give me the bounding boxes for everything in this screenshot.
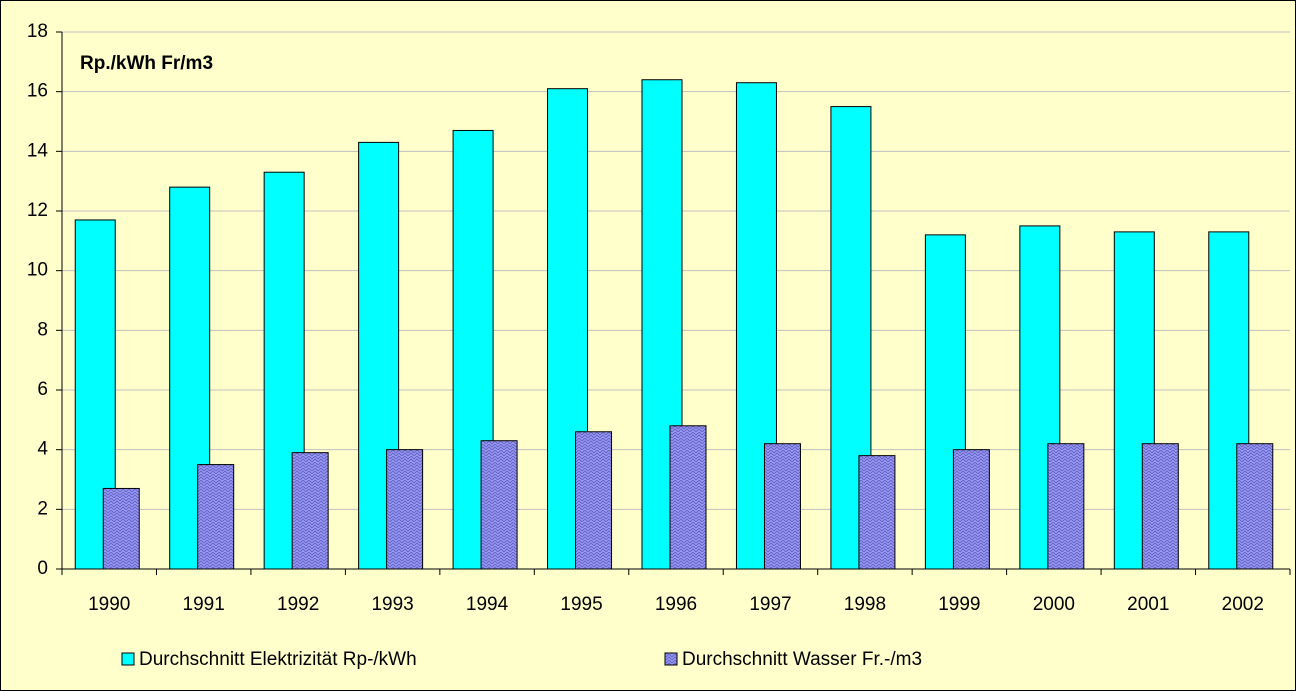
x-tick-label: 1991	[183, 594, 225, 615]
bar	[480, 440, 518, 570]
x-tick-label: 2002	[1222, 594, 1264, 615]
x-tick-label: 1992	[277, 594, 319, 615]
bar	[763, 443, 801, 570]
y-tick-label: 6	[37, 379, 48, 400]
y-tick-label: 4	[37, 439, 48, 460]
x-tick-label: 2000	[1033, 594, 1075, 615]
legend-label: Durchschnitt Elektrizität Rp-/kWh	[139, 649, 417, 670]
bar	[386, 449, 424, 570]
x-tick-label: 2001	[1127, 594, 1169, 615]
x-tick-label: 1996	[655, 594, 697, 615]
y-tick-label: 0	[37, 558, 48, 579]
legend-swatch	[664, 652, 678, 666]
x-tick-label: 1994	[466, 594, 509, 615]
bar	[952, 449, 990, 570]
bar	[197, 464, 235, 570]
y-tick-label: 14	[27, 140, 49, 161]
x-tick-label: 1999	[938, 594, 980, 615]
y-tick-label: 12	[27, 200, 48, 221]
bar	[735, 82, 777, 570]
bar	[1141, 443, 1179, 570]
y-tick-label: 16	[27, 81, 48, 102]
x-tick-label: 1993	[371, 594, 413, 615]
legend-label: Durchschnitt Wasser Fr.-/m3	[682, 649, 922, 670]
bar	[1236, 443, 1274, 570]
bar	[1047, 443, 1085, 570]
y-tick-label: 8	[37, 319, 48, 340]
bar	[102, 487, 140, 570]
bar	[291, 452, 329, 570]
bar	[575, 431, 613, 570]
legend-swatch	[121, 652, 135, 666]
x-tick-label: 1998	[844, 594, 886, 615]
bar	[669, 425, 707, 570]
x-tick-label: 1997	[749, 594, 791, 615]
y-tick-label: 18	[27, 21, 48, 42]
annotation: Rp./kWh Fr/m3	[80, 53, 213, 74]
x-tick-label: 1990	[88, 594, 130, 615]
x-tick-label: 1995	[560, 594, 602, 615]
bar	[858, 455, 896, 570]
y-tick-label: 10	[27, 260, 48, 281]
y-tick-label: 2	[37, 498, 48, 519]
